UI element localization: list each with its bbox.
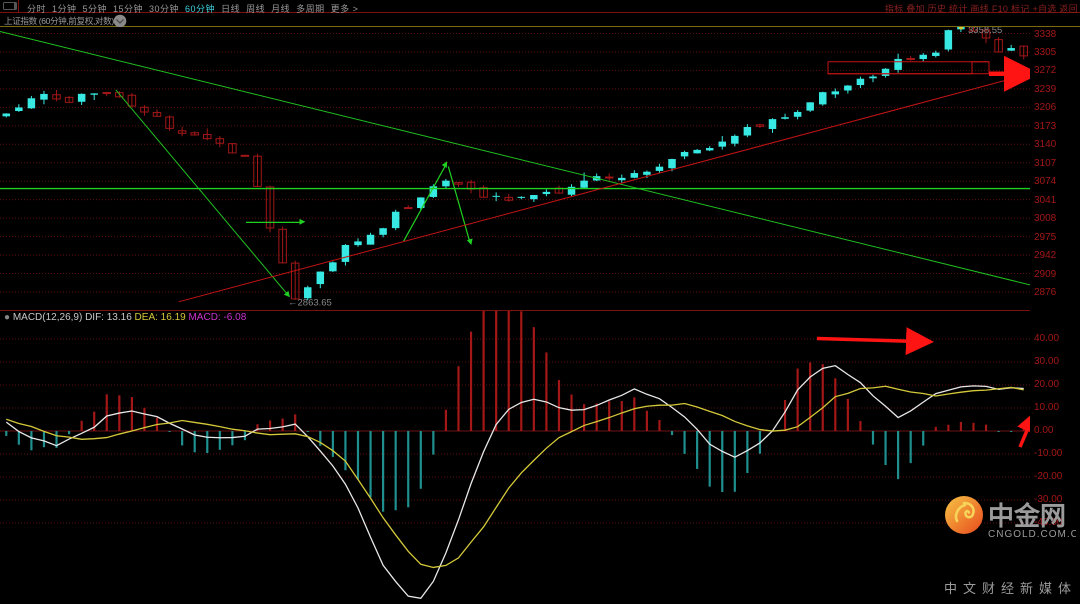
svg-text:3358.55: 3358.55 bbox=[968, 27, 1002, 36]
svg-text:CNGOLD.COM.CN: CNGOLD.COM.CN bbox=[988, 529, 1076, 540]
svg-text:←2863.65: ←2863.65 bbox=[288, 298, 332, 309]
svg-text:中金网: 中金网 bbox=[988, 501, 1066, 531]
